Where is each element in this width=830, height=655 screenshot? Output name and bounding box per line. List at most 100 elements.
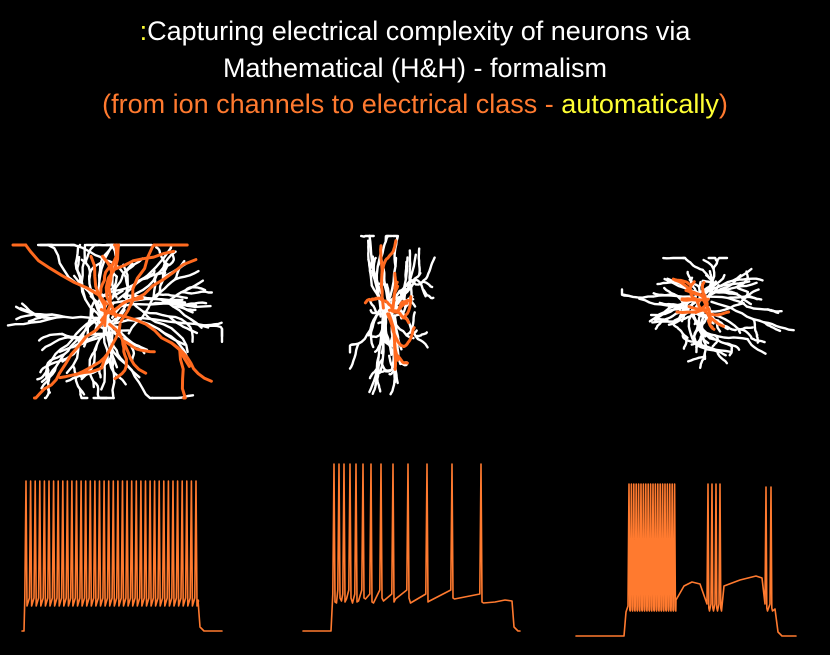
dendrite-branch bbox=[377, 316, 386, 325]
axon-branch bbox=[706, 310, 731, 317]
dendrite-branch bbox=[123, 257, 144, 274]
dendrite-branch bbox=[371, 362, 381, 395]
dendrite-branch bbox=[348, 343, 357, 354]
dendrite-branch bbox=[372, 256, 377, 268]
dendrite-branch bbox=[656, 281, 679, 286]
voltage-trace bbox=[302, 463, 521, 632]
voltage-trace-continuous bbox=[21, 480, 223, 632]
axon-branch bbox=[384, 239, 398, 262]
dendrite-branch bbox=[189, 317, 223, 327]
axon-branch bbox=[121, 338, 156, 354]
dendrite-branch bbox=[722, 324, 737, 332]
dendrite-branch bbox=[374, 334, 384, 353]
dendrite-branch bbox=[37, 332, 71, 342]
axon-branch bbox=[393, 343, 397, 371]
dendrite-branch bbox=[740, 295, 753, 306]
dendrite-branch bbox=[736, 287, 749, 294]
dendrite-branch bbox=[699, 352, 706, 369]
axon-branch bbox=[24, 243, 109, 306]
dendrite-branch bbox=[88, 333, 106, 389]
dendrite-branch bbox=[745, 305, 770, 311]
dendrite-branch bbox=[69, 243, 106, 261]
axon-branch bbox=[178, 348, 187, 400]
dendrite-branch bbox=[699, 331, 704, 346]
title-line-1-text: Capturing electrical complexity of neuro… bbox=[147, 16, 691, 46]
axon-branch bbox=[363, 296, 380, 305]
axon-branch bbox=[33, 372, 61, 400]
axon-branch bbox=[391, 309, 411, 325]
dendrite-branch bbox=[693, 321, 699, 354]
axon-branch bbox=[379, 244, 384, 276]
axon-branch bbox=[392, 284, 400, 302]
axon-branch bbox=[395, 353, 409, 365]
dendrite-branch bbox=[368, 366, 379, 380]
dendrite-branch bbox=[15, 312, 47, 321]
dendrite-branch bbox=[65, 373, 89, 383]
dendrite-branch bbox=[71, 364, 86, 396]
dendrite-branch bbox=[750, 337, 766, 344]
dendrite-branch bbox=[620, 288, 630, 297]
dendrite-branch bbox=[712, 256, 729, 271]
dendrite-branch bbox=[762, 321, 782, 333]
title-highlight-automatically: automatically bbox=[561, 89, 719, 119]
axon-branch bbox=[131, 258, 198, 302]
dendrite-branch bbox=[654, 317, 669, 330]
dendrite-branch bbox=[369, 331, 383, 339]
axon-branch bbox=[687, 305, 705, 312]
dendrite-branch bbox=[691, 325, 701, 339]
dendrite-branch bbox=[766, 308, 783, 313]
dendrite-branch bbox=[710, 300, 761, 322]
dendrite-branch bbox=[734, 270, 749, 289]
title-line-3-part-3: ) bbox=[718, 89, 728, 119]
title-line-3: (from ion channels to electrical class -… bbox=[0, 86, 830, 122]
dendrite-branch bbox=[368, 257, 375, 273]
dendrite-branch bbox=[360, 234, 371, 238]
dendrite-branch bbox=[387, 307, 415, 340]
dendrite-branch bbox=[368, 357, 384, 394]
dendrite-branch bbox=[705, 331, 749, 341]
dendrite-branch bbox=[414, 331, 428, 338]
dendrite-branch bbox=[184, 286, 207, 292]
dendrite-branch bbox=[424, 256, 436, 280]
dendrite-branch bbox=[92, 380, 108, 400]
dendrite-branch bbox=[389, 377, 396, 396]
dendrite-branch bbox=[714, 348, 729, 365]
dendrite-branch bbox=[409, 277, 428, 286]
dendrite-branch bbox=[78, 387, 89, 400]
dendrite-branch bbox=[27, 313, 54, 323]
axon-branch bbox=[386, 312, 406, 348]
dendrite-branch bbox=[687, 355, 707, 363]
axon-branch bbox=[119, 243, 156, 323]
neuron-morphology-compact bbox=[620, 256, 795, 369]
dendrite-branch bbox=[369, 309, 378, 315]
dendrite-branch bbox=[641, 294, 696, 299]
dendrite-branch bbox=[46, 319, 95, 367]
axon-branch bbox=[671, 277, 693, 287]
dendrite-branch bbox=[88, 261, 102, 281]
dendrite-branch bbox=[350, 328, 372, 346]
voltage-trace-adapting bbox=[302, 463, 521, 632]
dendrite-branch bbox=[681, 256, 704, 272]
axon-branch bbox=[113, 338, 128, 381]
neuron-morphology-bipolar bbox=[348, 234, 436, 396]
dendrite-branch bbox=[63, 336, 85, 343]
dendrite-branch bbox=[405, 311, 416, 337]
dendrite-branch bbox=[162, 254, 175, 269]
axon-branch bbox=[57, 319, 106, 375]
dendrite-branch bbox=[687, 310, 699, 346]
dendrite-branch bbox=[36, 366, 49, 381]
dendrite-branch bbox=[156, 293, 188, 300]
dendrite-branch bbox=[151, 394, 195, 400]
title-line-2: Mathematical (H&H) - formalism bbox=[222, 53, 608, 83]
dendrite-branch bbox=[695, 343, 727, 357]
dendrite-branch bbox=[367, 258, 373, 287]
axon-branch bbox=[170, 341, 213, 383]
dendrite-branch bbox=[672, 322, 689, 339]
dendrite-branch bbox=[746, 338, 767, 355]
dendrite-branch bbox=[404, 260, 408, 281]
axon-branch bbox=[401, 295, 413, 320]
axon-branch bbox=[97, 263, 113, 298]
dendrite-branch bbox=[369, 331, 375, 349]
